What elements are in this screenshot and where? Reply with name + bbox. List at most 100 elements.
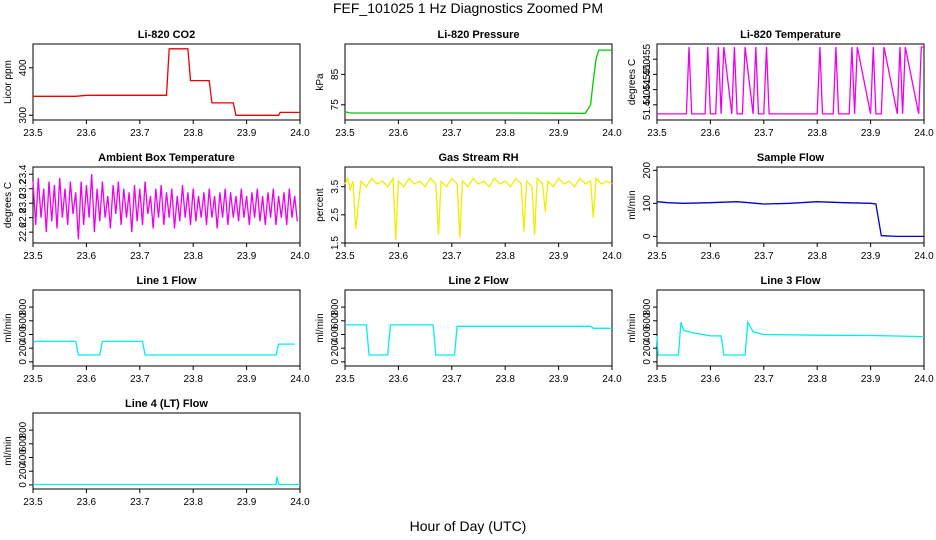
y-tick-label: 800 xyxy=(330,298,341,315)
x-tick-label: 23.9 xyxy=(549,374,569,385)
x-tick-label: 23.5 xyxy=(647,128,667,139)
y-tick-label: 600 xyxy=(18,312,29,329)
y-axis-label: ml/min xyxy=(315,313,326,342)
x-tick-label: 23.6 xyxy=(77,251,97,262)
series-line xyxy=(33,476,300,486)
y-tick-label: 200 xyxy=(642,339,653,356)
x-tick-label: 23.9 xyxy=(237,497,257,508)
x-tick-label: 23.7 xyxy=(754,374,774,385)
x-tick-label: 23.8 xyxy=(495,374,515,385)
x-tick-label: 23.6 xyxy=(77,374,97,385)
x-tick-label: 23.8 xyxy=(183,128,203,139)
series-line xyxy=(345,324,612,356)
panel-title: Gas Stream RH xyxy=(438,152,518,164)
plot-frame xyxy=(32,412,301,490)
series-line xyxy=(32,174,298,240)
plot-frame xyxy=(32,43,301,121)
panel-4: Ambient Box Temperature 23.5 23.6 23.7 23.8 2… xyxy=(3,152,310,262)
panel-title: Li-820 Temperature xyxy=(740,29,841,41)
x-tick-label: 24.0 xyxy=(602,128,622,139)
y-tick-label: 3.5 xyxy=(330,179,341,193)
y-tick-label: 23.4 xyxy=(18,164,29,184)
y-tick-label: 800 xyxy=(642,298,653,315)
y-axis-label: ml/min xyxy=(627,190,638,219)
series-line xyxy=(33,48,300,116)
x-tick-label: 23.7 xyxy=(130,497,150,508)
x-tick-label: 23.9 xyxy=(549,251,569,262)
x-tick-label: 23.5 xyxy=(23,251,43,262)
y-tick-label: 51.450 xyxy=(642,59,653,90)
panel-title: Line 4 (LT) Flow xyxy=(125,398,208,410)
x-tick-label: 23.8 xyxy=(183,374,203,385)
y-tick-label: 0 xyxy=(18,482,29,488)
y-tick-label: 300 xyxy=(18,106,29,123)
panel-8: Line 2 Flow 23.5 23.6 23.7 23.8 23.9 24.0 0 2004… xyxy=(315,275,622,385)
y-axis-label: kPa xyxy=(315,73,326,91)
x-tick-label: 23.7 xyxy=(754,251,774,262)
y-axis-label: percent xyxy=(315,188,326,222)
x-tick-label: 23.5 xyxy=(335,251,355,262)
x-tick-label: 24.0 xyxy=(914,128,934,139)
y-axis-label: ml/min xyxy=(627,313,638,342)
x-tick-label: 24.0 xyxy=(290,251,310,262)
x-tick-label: 23.7 xyxy=(442,251,462,262)
y-tick-label: 400 xyxy=(642,326,653,343)
x-tick-label: 24.0 xyxy=(290,128,310,139)
y-tick-label: 0 xyxy=(18,359,29,365)
series-line xyxy=(344,176,613,241)
x-tick-label: 23.7 xyxy=(442,374,462,385)
panel-6: Sample Flow 23.5 23.6 23.7 23.8 23.9 24.0 0 100 2… xyxy=(627,152,934,262)
y-tick-label: 200 xyxy=(642,162,653,179)
x-tick-label: 24.0 xyxy=(602,374,622,385)
panel-1: Li-820 CO2 23.5 23.6 23.7 23.8 23.9 24.0 300 400… xyxy=(3,29,310,139)
series-line xyxy=(344,49,612,114)
x-tick-label: 23.7 xyxy=(130,128,150,139)
x-tick-label: 24.0 xyxy=(290,374,310,385)
x-tick-label: 23.7 xyxy=(130,251,150,262)
x-tick-label: 23.8 xyxy=(807,128,827,139)
x-tick-label: 23.6 xyxy=(701,251,721,262)
y-tick-label: 100 xyxy=(642,195,653,212)
x-tick-label: 23.9 xyxy=(861,128,881,139)
x-tick-label: 24.0 xyxy=(914,374,934,385)
y-tick-label: 22.8 xyxy=(18,207,29,227)
y-tick-label: 51.455 xyxy=(642,43,653,74)
y-tick-label: 2.5 xyxy=(330,207,341,221)
y-axis-label: ml/min xyxy=(3,313,14,342)
x-tick-label: 23.6 xyxy=(701,374,721,385)
x-tick-label: 23.8 xyxy=(807,251,827,262)
panel-5: Gas Stream RH 23.5 23.6 23.7 23.8 23.9 24.0 1.5… xyxy=(315,152,622,262)
x-tick-label: 23.5 xyxy=(647,374,667,385)
x-tick-label: 24.0 xyxy=(914,251,934,262)
panel-10: Line 4 (LT) Flow 23.5 23.6 23.7 23.8 23.9 24.0… xyxy=(3,398,310,508)
x-tick-label: 23.5 xyxy=(647,251,667,262)
panel-title: Line 1 Flow xyxy=(137,275,197,287)
plot-frame xyxy=(656,289,925,367)
y-axis-label: Licor ppm xyxy=(3,60,14,104)
x-tick-label: 23.9 xyxy=(237,128,257,139)
x-tick-label: 23.9 xyxy=(237,251,257,262)
figure-x-label: Hour of Day (UTC) xyxy=(409,518,527,534)
x-tick-label: 23.6 xyxy=(389,374,409,385)
x-tick-label: 23.8 xyxy=(495,251,515,262)
y-tick-label: 0 xyxy=(330,359,341,365)
panel-title: Sample Flow xyxy=(757,152,825,164)
y-tick-label: 600 xyxy=(642,312,653,329)
y-tick-label: 0 xyxy=(642,359,653,365)
panel-7: Line 1 Flow 23.5 23.6 23.7 23.8 23.9 24.0 0 2004… xyxy=(3,275,310,385)
y-tick-label: 800 xyxy=(18,421,29,438)
panel-9: Line 3 Flow 23.5 23.6 23.7 23.8 23.9 24.0 0 2004… xyxy=(627,275,934,385)
y-tick-label: 23.0 xyxy=(18,193,29,213)
plot-frame xyxy=(32,289,301,367)
y-tick-label: 0 xyxy=(642,233,653,239)
plot-frame xyxy=(344,166,613,244)
series-line xyxy=(656,320,925,356)
series-line xyxy=(656,201,924,238)
x-tick-label: 23.8 xyxy=(495,128,515,139)
x-tick-label: 23.5 xyxy=(23,497,43,508)
panel-2: Li-820 Pressure 23.5 23.6 23.7 23.8 23.9 24.0 7… xyxy=(315,29,622,139)
x-tick-label: 23.9 xyxy=(861,251,881,262)
x-tick-label: 23.7 xyxy=(130,374,150,385)
